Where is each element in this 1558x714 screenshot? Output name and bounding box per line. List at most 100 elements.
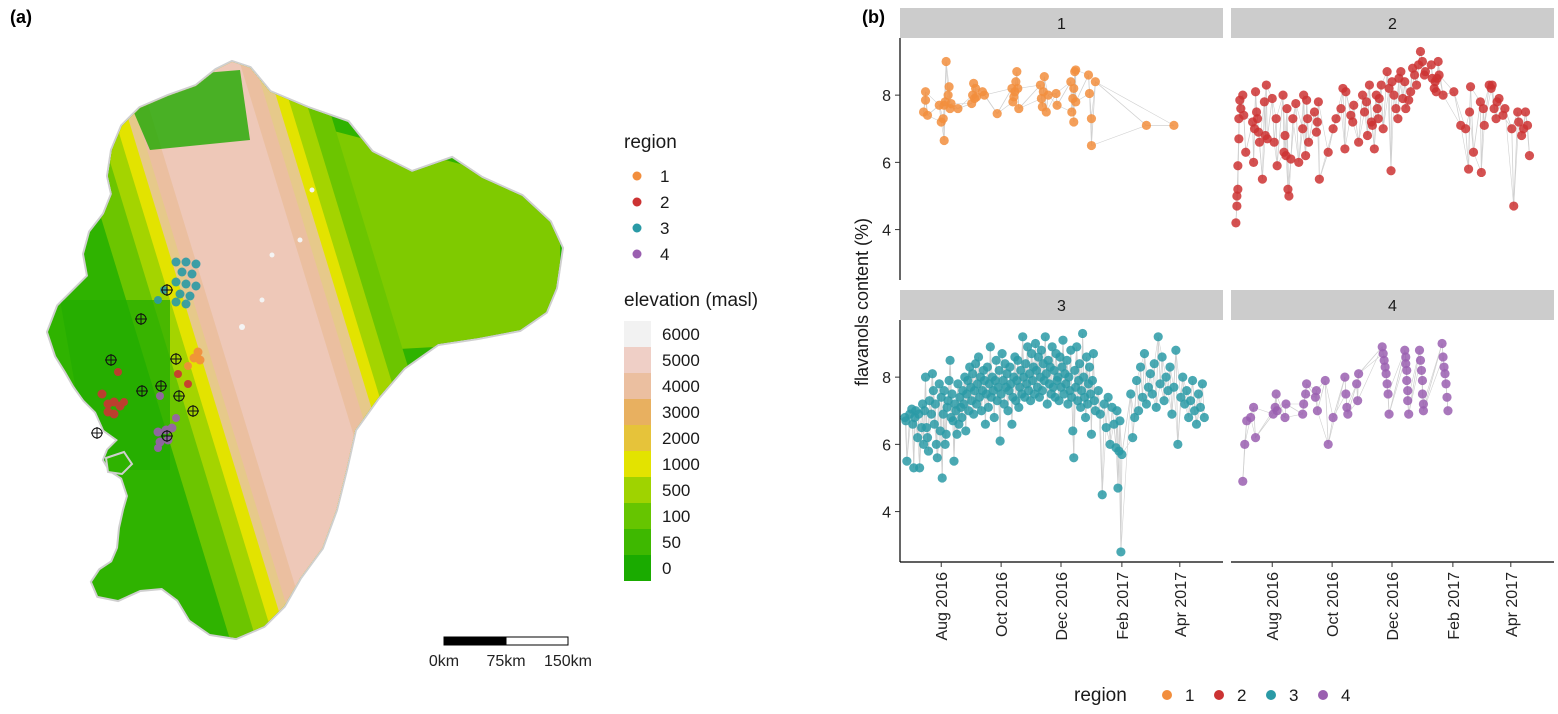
y-axis-title: flavanols content (%) <box>852 218 872 386</box>
data-point <box>1434 70 1444 80</box>
map-legend-key-3 <box>632 223 642 233</box>
chart-legend-key-2 <box>1214 690 1224 700</box>
data-point <box>1400 345 1410 355</box>
map-legend-label-1: 1 <box>660 167 669 186</box>
map-points-region-4 <box>153 392 180 452</box>
data-point <box>1514 117 1524 127</box>
data-point <box>1031 365 1042 376</box>
elevation-label-3000: 3000 <box>662 403 700 422</box>
map-sample-points <box>91 257 205 452</box>
data-point <box>1402 375 1412 386</box>
data-point <box>1051 88 1061 99</box>
data-point <box>1167 409 1177 419</box>
data-point <box>1341 389 1351 399</box>
map-site-markers <box>91 284 199 442</box>
data-point <box>1070 365 1080 376</box>
data-point <box>1083 70 1094 80</box>
elevation-swatch-3000 <box>624 399 651 425</box>
data-point <box>983 402 993 412</box>
data-point <box>1299 399 1309 409</box>
data-point <box>1195 402 1206 412</box>
data-point <box>953 379 963 389</box>
data-point <box>1340 144 1350 154</box>
data-point <box>1025 396 1036 406</box>
elevation-label-50: 50 <box>662 533 681 552</box>
map-region-legend: region 1 2 3 4 <box>624 132 677 264</box>
data-point <box>994 365 1004 376</box>
data-point <box>1076 402 1086 412</box>
data-point <box>1097 490 1107 500</box>
x-tick-label: Aug 2016 <box>934 572 951 641</box>
chart-legend-key-1 <box>1162 690 1172 700</box>
data-point <box>979 90 990 100</box>
data-point <box>920 372 931 382</box>
data-point <box>1414 345 1425 355</box>
data-point <box>999 399 1009 409</box>
data-point <box>961 426 971 436</box>
data-point <box>1080 412 1091 423</box>
data-point <box>929 419 939 429</box>
data-point <box>1240 439 1250 449</box>
data-point <box>1272 161 1282 171</box>
facet-region-4: 4 Aug 2016 Oct 2016 Dec 2016 Feb 2017 Apr 201… <box>1231 290 1554 641</box>
data-point <box>1117 449 1127 460</box>
elevation-legend: elevation (masl) 60005000400030002000100… <box>624 290 758 581</box>
data-point <box>1126 389 1136 399</box>
data-point <box>1055 352 1065 362</box>
data-point <box>1302 114 1313 124</box>
data-point <box>1354 137 1364 147</box>
x-tick-label: Aug 2016 <box>1265 572 1282 641</box>
data-point <box>1340 372 1350 382</box>
data-point <box>1382 67 1392 77</box>
data-point <box>946 98 956 109</box>
chart-legend-key-4 <box>1318 690 1328 700</box>
data-point <box>1141 120 1152 130</box>
scale-label-150: 150km <box>544 653 592 670</box>
data-point <box>1461 124 1471 134</box>
chart-legend-label-3: 3 <box>1289 686 1298 705</box>
data-point <box>1003 406 1013 416</box>
data-point <box>1463 164 1474 174</box>
data-point <box>1417 375 1428 386</box>
map-legend-key-2 <box>632 197 642 207</box>
data-point <box>1178 372 1188 382</box>
data-point <box>1361 97 1372 107</box>
data-point <box>1069 453 1079 463</box>
data-point <box>1406 87 1416 97</box>
data-point <box>1349 100 1359 110</box>
x-tick-label: Apr 2017 <box>1173 572 1190 637</box>
data-point <box>1133 406 1144 416</box>
data-point <box>1159 396 1169 406</box>
x-tick-label: Feb 2017 <box>1446 572 1463 640</box>
data-point <box>1391 103 1401 114</box>
connector-lines-extra-2 <box>1235 51 1530 223</box>
data-point <box>1143 382 1153 392</box>
data-point <box>1232 201 1242 211</box>
data-point <box>1069 117 1079 127</box>
data-point <box>949 456 959 466</box>
data-point <box>1086 114 1097 124</box>
data-point <box>915 463 925 473</box>
data-point <box>1464 107 1475 117</box>
data-point <box>1250 433 1261 443</box>
data-point <box>1507 124 1517 134</box>
data-point <box>922 110 933 120</box>
data-point <box>1369 144 1379 154</box>
data-point <box>1115 416 1125 426</box>
data-point <box>1269 137 1279 147</box>
data-point <box>1415 46 1426 57</box>
data-point <box>1367 120 1377 130</box>
facet-strip-4 <box>1231 290 1554 320</box>
data-point <box>1267 93 1277 104</box>
facet-strip-label-3: 3 <box>1057 298 1066 315</box>
data-point <box>1155 379 1165 389</box>
elevation-label-500: 500 <box>662 481 690 500</box>
elevation-swatch-50 <box>624 529 651 555</box>
data-point <box>1084 88 1095 99</box>
data-point <box>1082 399 1093 409</box>
data-point <box>1418 399 1429 409</box>
data-point <box>1476 167 1486 178</box>
data-point <box>1030 338 1041 349</box>
facet-strip-1 <box>900 8 1223 38</box>
facet-strip-2 <box>1231 8 1554 38</box>
